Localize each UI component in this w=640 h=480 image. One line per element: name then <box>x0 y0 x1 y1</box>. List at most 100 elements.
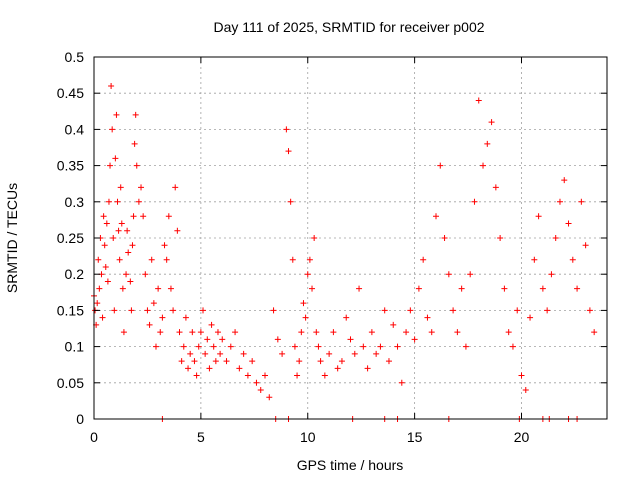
data-point <box>167 285 174 292</box>
data-point <box>300 300 307 307</box>
data-point <box>165 213 172 220</box>
data-point <box>302 314 309 321</box>
data-point <box>124 227 131 234</box>
data-point <box>411 336 418 343</box>
data-point <box>120 329 127 336</box>
data-point <box>458 285 465 292</box>
data-point <box>95 256 102 263</box>
data-point <box>311 235 318 241</box>
x-tick-label: 15 <box>407 429 423 445</box>
data-point <box>112 155 119 162</box>
data-point <box>548 271 555 278</box>
data-point <box>172 184 179 191</box>
data-point <box>185 365 192 372</box>
data-point <box>309 285 316 292</box>
data-point <box>170 307 177 314</box>
data-point <box>104 278 111 285</box>
axis-ticks <box>93 56 607 420</box>
data-point <box>343 314 350 321</box>
data-point <box>407 307 414 314</box>
data-point <box>113 111 120 118</box>
data-point <box>501 285 508 292</box>
data-point <box>403 329 410 336</box>
data-point <box>522 387 529 394</box>
data-point <box>531 256 538 263</box>
data-point <box>114 198 121 205</box>
data-point <box>287 198 294 205</box>
data-point <box>266 394 273 401</box>
data-point <box>552 235 559 241</box>
data-point <box>569 256 576 263</box>
data-point <box>582 242 589 249</box>
data-point <box>244 372 251 379</box>
data-point <box>492 184 499 191</box>
data-point <box>236 365 243 372</box>
data-point <box>129 242 136 249</box>
data-point <box>223 358 230 365</box>
data-point <box>117 184 124 191</box>
data-point <box>140 213 147 220</box>
data-point <box>197 329 204 336</box>
data-point <box>118 220 125 227</box>
y-tick-label: 0 <box>76 411 84 427</box>
data-point <box>178 358 185 365</box>
data-point <box>159 314 166 321</box>
data-point <box>514 307 521 314</box>
data-point <box>296 358 303 365</box>
data-point <box>326 350 333 357</box>
data-point <box>368 329 375 336</box>
data-point <box>373 350 380 357</box>
data-point <box>135 198 142 205</box>
data-point <box>161 242 168 249</box>
data-point <box>497 235 504 241</box>
data-point <box>398 379 405 386</box>
data-point <box>298 329 305 336</box>
data-point <box>539 285 546 292</box>
data-point <box>480 162 487 169</box>
data-point <box>219 336 226 343</box>
data-point <box>505 329 512 336</box>
x-tick-label: 5 <box>197 429 205 445</box>
data-point <box>202 350 209 357</box>
data-point <box>257 387 264 394</box>
data-point <box>109 126 116 133</box>
data-point <box>338 358 345 365</box>
data-point <box>105 198 112 205</box>
data-point <box>561 177 568 184</box>
data-point <box>128 307 135 314</box>
data-point <box>450 307 457 314</box>
data-point <box>127 278 134 285</box>
data-point <box>334 365 341 372</box>
data-point <box>509 343 516 350</box>
data-point <box>182 314 189 321</box>
y-tick-label: 0.5 <box>65 49 85 65</box>
y-tick-labels: 0 0.05 0.1 0.15 0.2 0.25 0.3 0.35 0.4 0.45 0.5 <box>57 49 84 427</box>
data-point <box>115 227 122 234</box>
data-point <box>454 329 461 336</box>
chart-title: Day 111 of 2025, SRMTID for receiver p00… <box>213 19 484 35</box>
y-tick-label: 0.15 <box>57 302 84 318</box>
data-point <box>394 343 401 350</box>
data-point <box>484 140 491 147</box>
data-point <box>142 271 149 278</box>
data-point <box>148 256 155 263</box>
data-point <box>123 271 130 278</box>
data-point <box>208 321 215 328</box>
y-tick-label: 0.3 <box>65 194 85 210</box>
data-point <box>119 285 126 292</box>
data-point <box>189 329 196 336</box>
data-point <box>518 372 525 379</box>
y-tick-label: 0.25 <box>57 230 84 246</box>
data-point <box>289 256 296 263</box>
data-point <box>586 307 593 314</box>
data-point <box>99 314 106 321</box>
data-point <box>152 343 159 350</box>
data-point <box>116 256 123 263</box>
data-point <box>111 307 118 314</box>
data-point <box>180 343 187 350</box>
data-point <box>146 321 153 328</box>
data-point <box>193 372 200 379</box>
data-point <box>195 343 202 350</box>
data-point <box>107 162 114 169</box>
data-point <box>313 329 320 336</box>
